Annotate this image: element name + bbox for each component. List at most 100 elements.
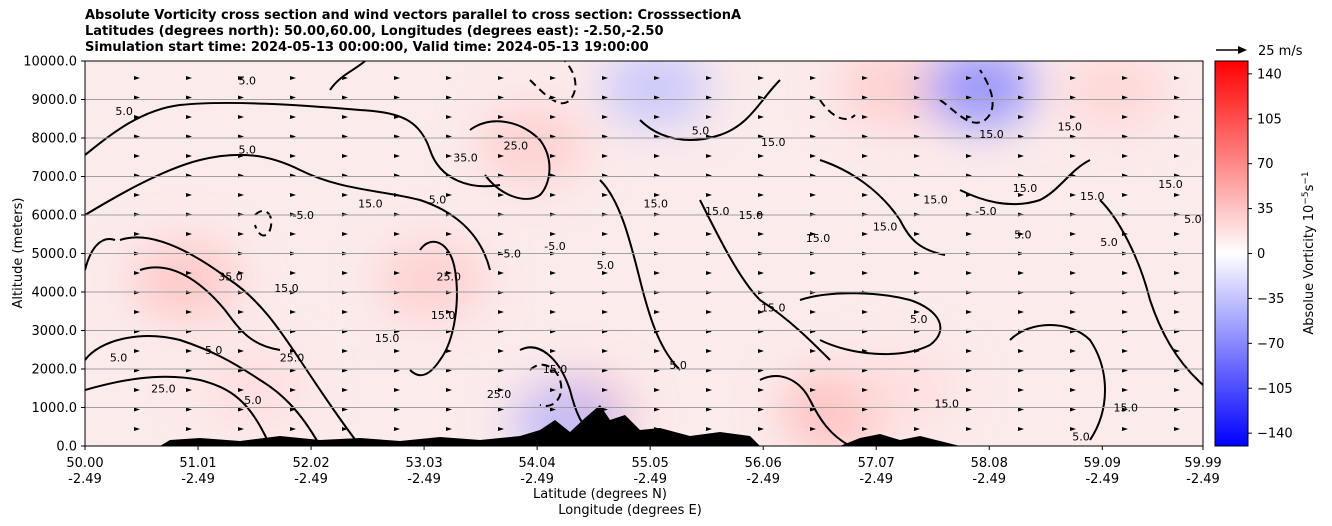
wind-vector xyxy=(1018,95,1024,100)
wind-vector xyxy=(498,271,504,275)
wind-vector xyxy=(966,95,972,100)
colorbar-tick-label: 70 xyxy=(1257,157,1274,172)
wind-vector xyxy=(602,427,608,431)
wind-vector xyxy=(758,310,764,314)
wind-vector xyxy=(446,95,452,100)
contour-label: 35.0 xyxy=(218,271,243,284)
wind-vector xyxy=(706,271,712,275)
contour-line xyxy=(409,240,458,377)
wind-vector xyxy=(238,388,244,392)
contour-label: 5.0 xyxy=(597,259,615,272)
quiver-key-label: 25 m/s xyxy=(1258,44,1303,59)
wind-vector xyxy=(966,76,972,80)
wind-vector xyxy=(342,349,348,353)
wind-vector xyxy=(1018,193,1024,197)
wind-vector xyxy=(758,388,764,392)
wind-vector xyxy=(290,388,296,392)
wind-vector xyxy=(342,193,348,197)
contour-line xyxy=(119,236,361,446)
wind-vector xyxy=(706,427,712,431)
wind-vector xyxy=(342,154,348,158)
wind-vector xyxy=(1122,115,1128,119)
wind-vector xyxy=(238,232,244,236)
contour-line xyxy=(85,153,491,271)
wind-vector xyxy=(966,271,972,275)
wind-vector xyxy=(498,232,504,236)
wind-vector xyxy=(1018,154,1024,158)
contour-line xyxy=(85,335,321,446)
wind-vector xyxy=(498,427,504,431)
wind-vector xyxy=(1070,115,1076,119)
contour-label: 5.0 xyxy=(115,105,133,118)
contour-label: 15.0 xyxy=(1013,182,1038,195)
contour-line xyxy=(819,99,856,120)
wind-vector xyxy=(914,407,920,412)
wind-vector xyxy=(758,193,764,197)
contour-label: 5.0 xyxy=(244,394,262,407)
contour-label: 15.0 xyxy=(358,197,383,210)
vorticity-field xyxy=(130,61,1170,446)
wind-vector xyxy=(966,388,972,392)
vorticity-region xyxy=(477,105,588,186)
x-tick-label-latitude: 53.03 xyxy=(405,456,442,471)
wind-vector xyxy=(810,193,816,197)
wind-vector xyxy=(602,407,608,412)
wind-vector xyxy=(134,271,140,275)
wind-vector xyxy=(966,407,972,412)
colorbar-tick-label: −105 xyxy=(1257,382,1293,397)
wind-vector xyxy=(862,232,868,236)
wind-vector xyxy=(602,349,608,353)
wind-vector xyxy=(758,427,764,431)
wind-vector xyxy=(654,349,660,353)
x-tick-label-latitude: 57.07 xyxy=(858,456,895,471)
contour-label: 15.0 xyxy=(739,209,764,222)
wind-vector xyxy=(446,271,452,275)
wind-vector xyxy=(342,271,348,275)
contour-labels: 5.0 5.0 5.0 -5.0 15.0 15.0 35.0 5.0 5.0 25.0 15.0 2… xyxy=(110,74,1202,443)
wind-vector xyxy=(654,407,660,412)
contour-line xyxy=(699,199,831,361)
contour-label: 15.0 xyxy=(705,205,730,218)
contour-label: 15.0 xyxy=(923,194,948,207)
wind-vector xyxy=(134,388,140,392)
wind-vector xyxy=(550,349,556,353)
wind-vector xyxy=(914,349,920,353)
wind-vector xyxy=(186,388,192,392)
x-tick-label-latitude: 52.02 xyxy=(292,456,329,471)
wind-vector xyxy=(758,115,764,119)
wind-vector xyxy=(1070,388,1076,392)
wind-vector xyxy=(602,271,608,275)
vorticity-region xyxy=(376,240,487,321)
wind-vector xyxy=(446,349,452,353)
wind-vector xyxy=(706,154,712,158)
wind-vector xyxy=(862,427,868,431)
contour-label: -5.0 xyxy=(500,248,521,261)
contour-label: 15.0 xyxy=(806,232,831,245)
wind-vector xyxy=(290,349,296,353)
wind-vector xyxy=(134,115,140,119)
wind-vector xyxy=(394,349,400,353)
wind-vector xyxy=(862,193,868,197)
wind-vector xyxy=(134,427,140,431)
wind-vector xyxy=(758,232,764,236)
wind-vector xyxy=(1174,271,1180,275)
contour-label: 15.0 xyxy=(979,128,1004,141)
colorbar-ticks: 140 105 70 35 0 −35 −70 −105 −140 xyxy=(1248,67,1293,442)
wind-vector xyxy=(1070,407,1076,412)
wind-vector xyxy=(290,76,296,80)
wind-vector xyxy=(1018,232,1024,236)
x-axis-label-latitude: Latitude (degrees N) xyxy=(533,487,667,502)
contour-line xyxy=(329,61,366,91)
vorticity-region xyxy=(600,61,711,128)
contour-line xyxy=(139,266,281,351)
wind-vector xyxy=(966,193,972,197)
wind-vector xyxy=(134,407,140,412)
wind-vector xyxy=(342,407,348,412)
wind-vector xyxy=(1174,115,1180,119)
x-tick-label-longitude: -2.49 xyxy=(633,472,667,487)
y-axis-label: Altitude (meters) xyxy=(11,198,26,309)
wind-vector xyxy=(758,154,764,158)
wind-vector xyxy=(1070,310,1076,314)
wind-vector xyxy=(238,95,244,100)
wind-vector xyxy=(186,349,192,353)
